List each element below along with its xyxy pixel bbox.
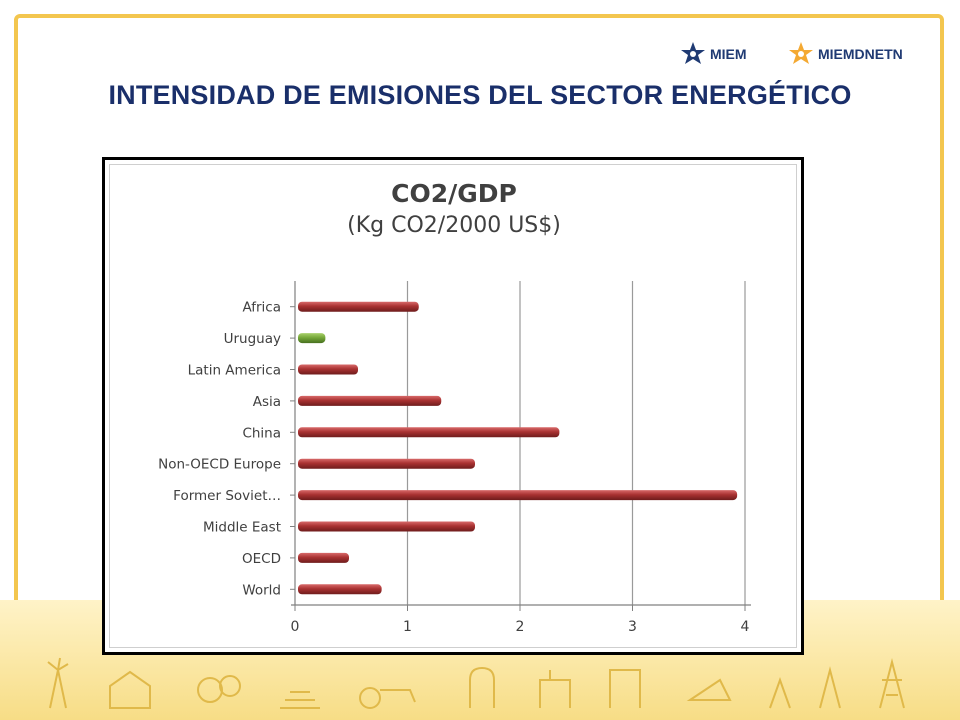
- bar-uruguay: [298, 333, 326, 344]
- dnetn-star-icon: [789, 42, 813, 64]
- miemdnetn-logo: MIEMDNETN: [788, 34, 903, 74]
- x-tick-label-2: 2: [516, 619, 525, 635]
- bar-latin-america: [298, 364, 358, 375]
- bar-non-oecd-europe: [298, 458, 475, 469]
- decorative-energy-icons: [47, 657, 905, 709]
- logos: MIEM MIEMDNETN: [680, 34, 920, 74]
- x-tick-label-1: 1: [403, 619, 412, 635]
- bar-former-soviet-: [298, 490, 738, 501]
- bar-world: [298, 584, 382, 595]
- chart-title: CO2/GDP: [391, 179, 517, 208]
- category-label-china: China: [242, 425, 281, 441]
- miem-logo-text: MIEM: [710, 46, 747, 62]
- miem-logo: MIEM: [680, 34, 747, 74]
- bar-africa: [298, 301, 419, 312]
- miem-star-icon: [681, 42, 705, 64]
- bar-oecd: [298, 552, 349, 563]
- miemdnetn-logo-text: MIEMDNETN: [818, 46, 903, 62]
- category-label-non-oecd-europe: Non-OECD Europe: [158, 457, 281, 473]
- category-label-latin-america: Latin America: [188, 363, 281, 379]
- category-label-uruguay: Uruguay: [224, 331, 281, 347]
- category-label-asia: Asia: [253, 394, 281, 410]
- bar-middle-east: [298, 521, 475, 532]
- chart-container: CO2/GDP (Kg CO2/2000 US$) 0 1 2 3 4 Africa Uru…: [102, 157, 804, 655]
- category-label-oecd: OECD: [242, 551, 281, 567]
- category-label-former-soviet-: Former Soviet…: [173, 488, 281, 504]
- x-tick-label-4: 4: [741, 619, 750, 635]
- bar-chart: 0 1 2 3 4 Africa Uruguay Latin America Asia China…: [158, 281, 751, 635]
- x-tick-label-3: 3: [628, 619, 637, 635]
- bar-asia: [298, 395, 442, 406]
- chart-plot-frame: CO2/GDP (Kg CO2/2000 US$) 0 1 2 3 4 Africa Uru…: [109, 164, 797, 648]
- x-tick-label-0: 0: [291, 619, 300, 635]
- category-label-middle-east: Middle East: [203, 520, 281, 536]
- category-label-world: World: [242, 582, 281, 598]
- category-label-africa: Africa: [242, 300, 281, 316]
- slide-title: INTENSIDAD DE EMISIONES DEL SECTOR ENERG…: [108, 80, 852, 110]
- chart-subtitle: (Kg CO2/2000 US$): [347, 213, 561, 238]
- bar-china: [298, 427, 560, 438]
